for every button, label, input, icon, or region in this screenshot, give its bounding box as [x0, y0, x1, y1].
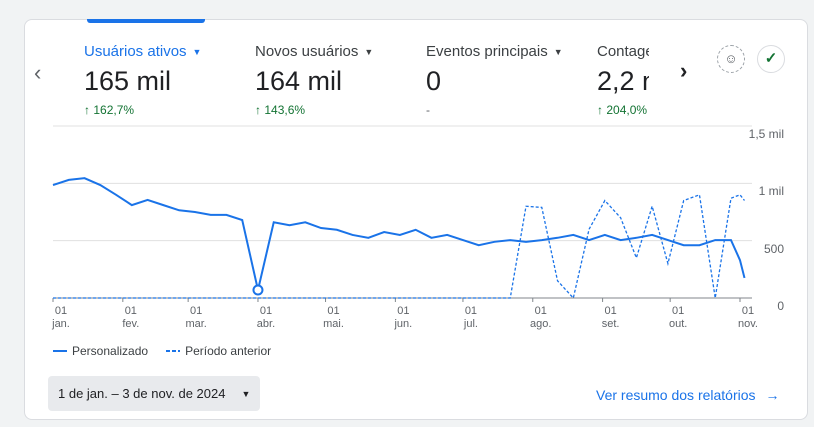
insights-icon[interactable]: ☺	[717, 45, 745, 73]
dropdown-icon: ▼	[241, 388, 251, 399]
legend-item: Período anterior	[166, 344, 271, 358]
up-arrow: ↑	[255, 103, 265, 117]
legend: Personalizado Período anterior	[53, 344, 271, 358]
x-tick-label: 01 jun.	[394, 305, 413, 330]
legend-label: Personalizado	[72, 344, 149, 358]
x-tick-label: 01 abr.	[256, 305, 276, 330]
dropdown-icon: ▼	[553, 46, 563, 57]
metric-tab[interactable]: Usuários ativos ▼ 165 mil ↑ 162,7%	[84, 43, 244, 117]
card	[24, 19, 808, 420]
metric-value: 0	[426, 66, 442, 96]
change-value: 143,6%	[264, 103, 306, 117]
metric-value: 164 mil	[255, 66, 343, 96]
annotation-point[interactable]	[252, 284, 264, 296]
change-value: 204,0%	[606, 103, 648, 117]
date-range-button[interactable]: 1 de jan. – 3 de nov. de 2024 ▼	[48, 376, 261, 411]
x-tick-label: 01 jul.	[463, 305, 478, 330]
next-arrow[interactable]: ›	[680, 58, 688, 83]
status-icon[interactable]: ✓	[757, 45, 785, 73]
metric-label-row: Usuários ativos ▼	[84, 43, 244, 60]
up-arrow: ↑	[597, 103, 607, 117]
up-arrow: ↑	[84, 103, 94, 117]
dropdown-icon: ▼	[364, 46, 374, 57]
metric-label: Usuários ativos	[84, 43, 187, 60]
legend-label: Período anterior	[185, 344, 272, 358]
x-tick-label: 01 out.	[668, 305, 688, 330]
dropdown-icon: ▼	[192, 46, 202, 57]
metric-tab[interactable]: Eventos principais ▼ 0 -	[426, 43, 586, 117]
link-text: Ver resumo dos relatórios	[596, 387, 756, 403]
change-value: 162,7%	[93, 103, 135, 117]
date-range: 1 de jan. – 3 de nov. de 2024	[58, 386, 226, 401]
arrow-icon: →	[765, 387, 780, 403]
metric-change: ↑ 204,0%	[597, 103, 649, 117]
x-tick-label: 01 fev.	[122, 305, 140, 330]
metric-label-row: Eventos principais ▼	[426, 43, 586, 60]
change-value: -	[426, 103, 430, 117]
metric-label: Novos usuários	[255, 43, 359, 60]
x-tick-label: 01 jan.	[52, 305, 70, 330]
metric-label: Contagem de eventos	[597, 43, 649, 60]
metric-tab[interactable]: Novos usuários ▼ 164 mil ↑ 143,6%	[255, 43, 415, 117]
metric-value: 165 mil	[84, 66, 172, 96]
legend-swatch	[53, 350, 67, 352]
y-tick-label: 1,5 mil	[748, 127, 784, 141]
y-tick-label: 0	[777, 299, 784, 313]
metric-label-row: Novos usuários ▼	[255, 43, 415, 60]
x-tick-label: 01 mar.	[185, 305, 207, 330]
metric-value: 2,2 mil	[597, 66, 649, 96]
series-line	[53, 193, 746, 300]
y-tick-label: 500	[763, 241, 784, 256]
active-tab-indicator	[87, 19, 205, 23]
x-tick-label: 01 mai.	[323, 305, 344, 330]
series-line	[52, 177, 746, 291]
y-tick-label: 1 mil	[758, 184, 784, 199]
x-tick-label: 01 ago.	[530, 305, 552, 330]
legend-swatch	[166, 350, 181, 352]
metric-label-row: Contagem de eventos	[597, 43, 649, 60]
metric-tab[interactable]: Contagem de eventos 2,2 mil ↑ 204,0%	[597, 43, 649, 117]
legend-item: Personalizado	[53, 344, 148, 358]
prev-arrow[interactable]: ‹	[34, 60, 42, 85]
metric-change: ↑ 162,7%	[84, 103, 244, 117]
x-tick-label: 01 nov.	[737, 305, 758, 330]
x-tick-label: 01 set.	[601, 305, 620, 330]
report-link[interactable]: Ver resumo dos relatórios →	[596, 387, 780, 403]
metric-change: ↑ 143,6%	[255, 103, 415, 117]
metric-label: Eventos principais	[426, 43, 548, 60]
metric-change: -	[426, 103, 586, 117]
